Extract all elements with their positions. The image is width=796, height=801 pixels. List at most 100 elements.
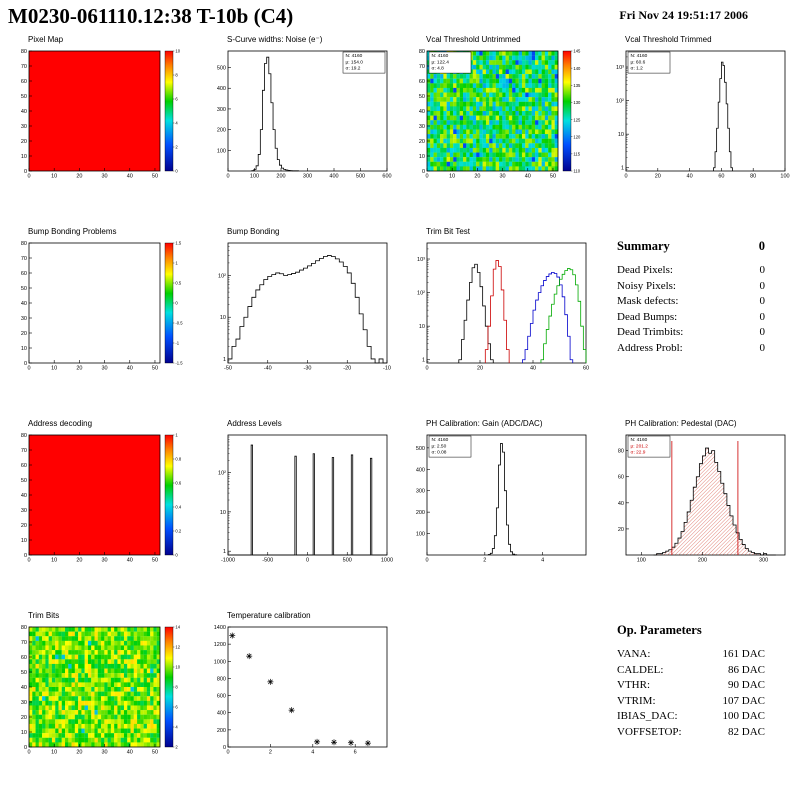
summary-panel: Summary 0 Dead Pixels: 0 Noisy Pixels: 0 Mas… <box>601 225 796 417</box>
svg-text:1: 1 <box>175 433 178 438</box>
param-row: Noisy Pixels: 0 <box>617 279 765 295</box>
svg-text:10: 10 <box>449 174 455 180</box>
address-levels-plot: -1000 -500 0 500 1000 1 10 10² <box>218 434 393 564</box>
plot-frame <box>426 434 587 556</box>
report-page: { "header": { "title": "M0230-061110.12:… <box>0 0 796 756</box>
svg-text:40: 40 <box>127 558 133 564</box>
plot-frame <box>625 50 786 172</box>
panel-address-levels: Address Levels -1000 -500 0 500 1000 1 10 10² <box>203 417 402 609</box>
svg-text:σ: 19.2: σ: 19.2 <box>346 66 361 72</box>
param-value: 161 DAC <box>722 648 765 660</box>
svg-text:40: 40 <box>21 685 27 691</box>
svg-text:20: 20 <box>21 523 27 529</box>
param-label: Address Probl: <box>617 341 683 354</box>
svg-text:60: 60 <box>419 79 425 85</box>
svg-text:100: 100 <box>780 174 789 180</box>
svg-text:30: 30 <box>102 174 108 180</box>
panel-address-decoding: Address decoding 0 10 20 30 40 50 0 10 20 30 40 50 6… <box>4 417 203 609</box>
svg-text:400: 400 <box>217 86 226 92</box>
svg-text:20: 20 <box>474 174 480 180</box>
param-value: 0 <box>759 341 766 354</box>
svg-text:0: 0 <box>175 553 178 558</box>
colorbar: 145 140 135 130 125 120 115 110 <box>562 49 581 174</box>
svg-text:-1000: -1000 <box>221 558 235 564</box>
svg-text:70: 70 <box>21 64 27 70</box>
svg-text:20: 20 <box>76 558 82 564</box>
scurve-noise-plot: 0 100 200 300 400 500 600 100 200 300 400 500 N: 416… <box>217 50 392 180</box>
svg-text:1000: 1000 <box>214 659 226 665</box>
axes: 0 2 4 6 0 200 400 600 800 1000 1200 1400 <box>214 625 357 756</box>
svg-text:600: 600 <box>382 174 391 180</box>
colorbar: 14 12 10 8 6 4 2 <box>164 625 181 750</box>
svg-text:40: 40 <box>127 750 133 756</box>
svg-text:0: 0 <box>27 750 30 756</box>
param-label: VOFFSETOP: <box>617 725 682 738</box>
svg-text:4: 4 <box>311 750 314 756</box>
svg-text:μ: 201.2: μ: 201.2 <box>631 443 649 449</box>
plot-title: Address Levels <box>227 419 282 428</box>
svg-text:100: 100 <box>250 174 259 180</box>
svg-text:-1.5: -1.5 <box>175 361 183 366</box>
svg-text:300: 300 <box>217 107 226 113</box>
empty-cell <box>402 609 601 801</box>
svg-text:σ: 1.2: σ: 1.2 <box>631 66 644 72</box>
svg-text:30: 30 <box>500 174 506 180</box>
svg-text:10²: 10² <box>417 291 425 297</box>
svg-text:4: 4 <box>541 558 544 564</box>
header: M0230-061110.12:38 T-10b (C4) Fri Nov 24… <box>0 0 796 31</box>
temperature-calibration-plot: 0 2 4 6 0 200 400 600 800 1000 1200 1400 <box>214 625 388 756</box>
param-value: 100 DAC <box>722 710 765 722</box>
bump-bonding-problems-plot: 0 10 20 30 40 50 0 10 20 30 40 50 60 70 80 1.5 1 0.5 0 -0.5… <box>21 241 183 372</box>
svg-text:40: 40 <box>419 109 425 115</box>
svg-text:0: 0 <box>226 750 229 756</box>
svg-text:0: 0 <box>24 361 27 367</box>
summary-rows: Dead Pixels: 0 Noisy Pixels: 0 Mask defects:… <box>617 263 765 356</box>
svg-text:60: 60 <box>583 366 589 372</box>
svg-text:80: 80 <box>750 174 756 180</box>
svg-text:60: 60 <box>21 271 27 277</box>
svg-text:40: 40 <box>21 301 27 307</box>
svg-text:500: 500 <box>416 446 425 452</box>
svg-text:20: 20 <box>419 139 425 145</box>
op-parameters-title: Op. Parameters <box>617 623 702 637</box>
svg-text:0: 0 <box>27 558 30 564</box>
address-decoding-plot: 0 10 20 30 40 50 0 10 20 30 40 50 60 70 80 1 0.8 0.6 0.4 0.… <box>21 433 182 564</box>
svg-text:400: 400 <box>329 174 338 180</box>
svg-text:10: 10 <box>21 730 27 736</box>
svg-text:σ: 4.8: σ: 4.8 <box>432 66 445 72</box>
svg-text:0: 0 <box>27 174 30 180</box>
svg-text:μ: 122.4: μ: 122.4 <box>432 59 450 65</box>
svg-text:10: 10 <box>21 538 27 544</box>
param-row: VTRIM: 107 DAC <box>617 694 765 710</box>
svg-text:200: 200 <box>217 128 226 134</box>
param-value: 86 DAC <box>728 663 765 676</box>
axes: -50 -40 -30 -20 -10 1 10 10² <box>218 246 391 372</box>
svg-text:70: 70 <box>21 640 27 646</box>
param-label: VTHR: <box>617 679 650 691</box>
svg-text:100: 100 <box>217 148 226 154</box>
svg-text:40: 40 <box>618 501 624 507</box>
svg-text:30: 30 <box>21 508 27 514</box>
svg-text:10: 10 <box>51 750 57 756</box>
svg-text:50: 50 <box>419 94 425 100</box>
svg-text:10³: 10³ <box>417 257 425 263</box>
svg-text:70: 70 <box>21 256 27 262</box>
histogram-series-group <box>458 260 587 363</box>
svg-text:200: 200 <box>276 174 285 180</box>
svg-text:-50: -50 <box>224 366 232 372</box>
svg-text:300: 300 <box>759 558 768 564</box>
plot-title: Pixel Map <box>28 35 64 44</box>
timestamp: Fri Nov 24 19:51:17 2006 <box>619 8 748 22</box>
svg-text:40: 40 <box>525 174 531 180</box>
svg-text:125: 125 <box>573 117 581 122</box>
svg-text:2: 2 <box>269 750 272 756</box>
svg-text:50: 50 <box>21 670 27 676</box>
svg-text:8: 8 <box>175 685 178 690</box>
